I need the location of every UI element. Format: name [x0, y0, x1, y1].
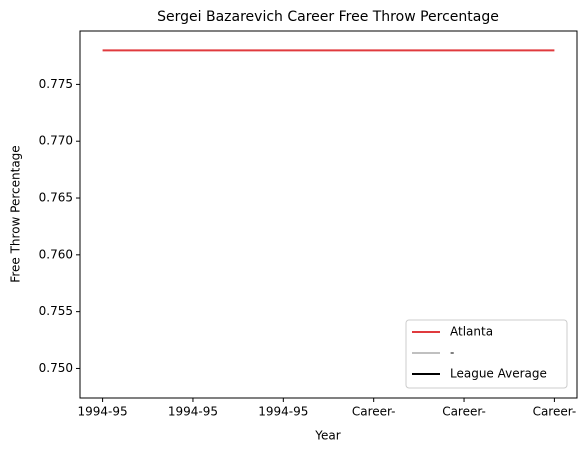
y-tick-label: 0.755 [39, 304, 73, 318]
legend-box [405, 319, 568, 389]
plot-frame [79, 30, 578, 399]
y-axis-label: Free Throw Percentage [9, 145, 23, 282]
x-tick-label: 1994-95 [168, 405, 218, 419]
y-tick-label: 0.760 [39, 247, 73, 261]
x-axis-label: Year [314, 429, 340, 443]
y-tick-label: 0.750 [39, 361, 73, 375]
x-tick-label: 1994-95 [78, 405, 128, 419]
x-tick-label: Career- [442, 405, 486, 419]
legend-label: - [450, 346, 454, 360]
legend-label: League Average [450, 367, 547, 381]
x-tick-label: 1994-95 [258, 405, 308, 419]
y-tick-label: 0.770 [39, 134, 73, 148]
x-tick-label: Career- [352, 405, 396, 419]
x-tick-label: Career- [533, 405, 577, 419]
y-tick-label: 0.765 [39, 191, 73, 205]
y-tick-label: 0.775 [39, 77, 73, 91]
chart-title: Sergei Bazarevich Career Free Throw Perc… [157, 9, 499, 25]
legend-label: Atlanta [450, 325, 493, 339]
